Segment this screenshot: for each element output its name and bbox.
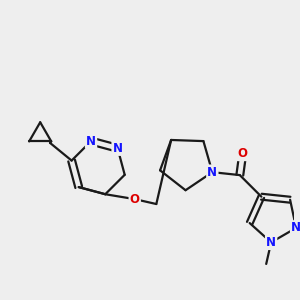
Text: N: N	[207, 166, 217, 179]
Text: N: N	[112, 142, 123, 155]
Text: N: N	[266, 236, 276, 249]
Text: N: N	[291, 221, 300, 234]
Text: O: O	[130, 193, 140, 206]
Text: N: N	[86, 135, 96, 148]
Text: O: O	[238, 147, 248, 160]
